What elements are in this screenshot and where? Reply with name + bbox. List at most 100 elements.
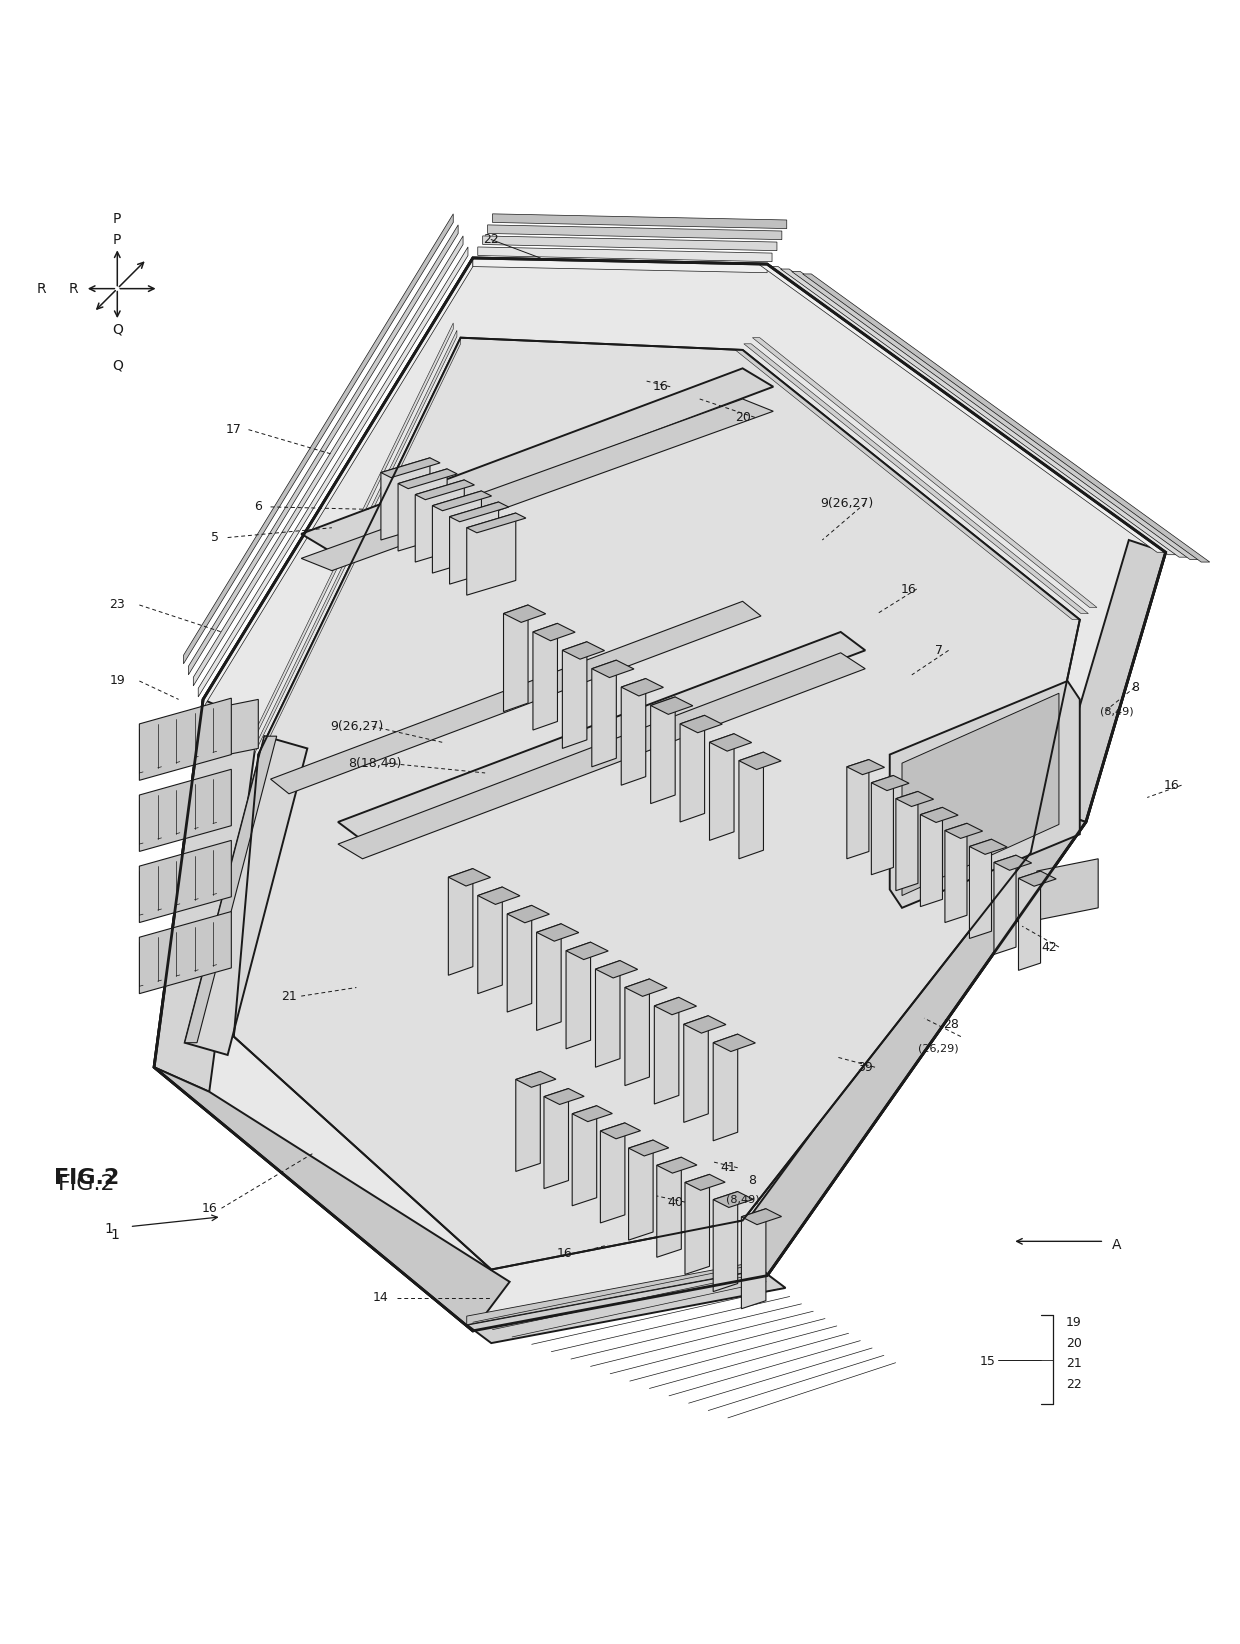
Polygon shape	[895, 791, 918, 891]
Polygon shape	[657, 1157, 681, 1258]
Polygon shape	[185, 737, 277, 1042]
Polygon shape	[920, 807, 959, 822]
Polygon shape	[847, 760, 884, 774]
Polygon shape	[713, 1192, 738, 1292]
Polygon shape	[477, 888, 502, 993]
Polygon shape	[572, 1106, 613, 1121]
Polygon shape	[487, 225, 782, 240]
Polygon shape	[684, 1174, 709, 1274]
Text: R: R	[68, 281, 78, 296]
Polygon shape	[415, 480, 464, 562]
Polygon shape	[433, 492, 491, 511]
Polygon shape	[516, 1072, 541, 1172]
Polygon shape	[742, 1208, 781, 1225]
Polygon shape	[743, 810, 1086, 1276]
Polygon shape	[516, 1072, 556, 1087]
Polygon shape	[450, 501, 498, 584]
Polygon shape	[477, 247, 773, 261]
Polygon shape	[477, 888, 520, 904]
Polygon shape	[872, 776, 909, 791]
Text: 22: 22	[1066, 1378, 1081, 1391]
Text: 15: 15	[980, 1355, 996, 1368]
Text: 5: 5	[211, 531, 219, 544]
Polygon shape	[625, 978, 667, 996]
Polygon shape	[258, 337, 460, 761]
Text: Q: Q	[112, 322, 123, 337]
Polygon shape	[537, 924, 579, 940]
Polygon shape	[482, 237, 777, 250]
Text: A: A	[1112, 1238, 1121, 1253]
Polygon shape	[600, 1123, 641, 1139]
Polygon shape	[198, 247, 467, 697]
Polygon shape	[466, 513, 516, 595]
Polygon shape	[139, 699, 232, 781]
Text: 8(18,49): 8(18,49)	[348, 756, 402, 769]
Polygon shape	[544, 1088, 568, 1189]
Polygon shape	[629, 1139, 668, 1156]
Polygon shape	[1037, 858, 1099, 921]
Polygon shape	[270, 602, 761, 794]
Polygon shape	[595, 960, 620, 1067]
Text: 6: 6	[254, 500, 262, 513]
Polygon shape	[203, 258, 472, 709]
Polygon shape	[254, 330, 456, 753]
Polygon shape	[507, 906, 549, 922]
Polygon shape	[651, 697, 675, 804]
Polygon shape	[595, 960, 637, 978]
Polygon shape	[537, 924, 562, 1031]
Polygon shape	[139, 840, 232, 922]
Polygon shape	[1018, 871, 1040, 970]
Polygon shape	[970, 838, 1007, 855]
Polygon shape	[507, 906, 532, 1013]
Polygon shape	[449, 868, 491, 886]
Text: 20: 20	[734, 411, 750, 424]
Polygon shape	[449, 868, 472, 975]
Polygon shape	[651, 697, 693, 715]
Polygon shape	[139, 911, 232, 993]
Text: 9(26,27): 9(26,27)	[820, 496, 873, 510]
Polygon shape	[533, 623, 558, 730]
Polygon shape	[625, 978, 650, 1085]
Text: (8,49): (8,49)	[1100, 707, 1133, 717]
Polygon shape	[895, 791, 934, 807]
Polygon shape	[890, 681, 1080, 907]
Polygon shape	[591, 661, 616, 766]
Polygon shape	[742, 1208, 766, 1309]
Polygon shape	[544, 1088, 584, 1105]
Text: R: R	[36, 281, 46, 296]
Polygon shape	[744, 344, 1089, 613]
Polygon shape	[415, 480, 475, 500]
Polygon shape	[753, 337, 1097, 607]
Polygon shape	[680, 715, 722, 733]
Polygon shape	[970, 838, 992, 939]
Polygon shape	[709, 733, 734, 840]
Polygon shape	[450, 501, 508, 521]
Text: 16: 16	[1164, 779, 1179, 792]
Polygon shape	[739, 751, 764, 858]
Text: 41: 41	[720, 1161, 735, 1174]
Polygon shape	[945, 824, 967, 922]
Polygon shape	[770, 266, 1177, 554]
Polygon shape	[683, 1016, 725, 1032]
Polygon shape	[713, 1192, 754, 1207]
Text: 17: 17	[226, 423, 242, 436]
Polygon shape	[339, 653, 866, 858]
Text: 14: 14	[373, 1291, 389, 1304]
Polygon shape	[193, 237, 463, 686]
Polygon shape	[994, 855, 1032, 870]
Polygon shape	[684, 1174, 725, 1190]
Polygon shape	[629, 1139, 653, 1240]
Polygon shape	[657, 1157, 697, 1174]
Polygon shape	[621, 679, 663, 695]
Polygon shape	[735, 350, 1080, 620]
Polygon shape	[994, 855, 1016, 955]
Polygon shape	[503, 605, 528, 712]
Polygon shape	[621, 679, 646, 786]
Polygon shape	[466, 513, 526, 533]
Polygon shape	[301, 368, 774, 552]
Text: (26,29): (26,29)	[919, 1044, 959, 1054]
Polygon shape	[398, 469, 458, 488]
Polygon shape	[591, 661, 634, 677]
Polygon shape	[713, 1034, 755, 1052]
Polygon shape	[709, 733, 751, 751]
